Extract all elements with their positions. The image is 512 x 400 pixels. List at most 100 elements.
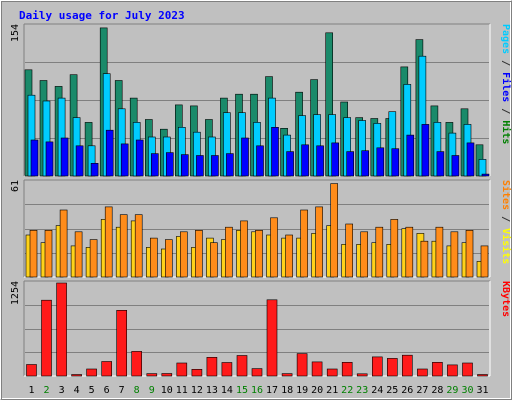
x-tick-label-30: 30 [461, 385, 473, 396]
bar-kbytes-day-12 [191, 368, 203, 377]
bar-pages-day-9 [151, 153, 159, 177]
legend-part: / [500, 210, 511, 228]
bar-pages-day-23 [361, 150, 370, 177]
bar-kbytes-day-4 [71, 374, 82, 377]
bar-sites-day-3 [59, 209, 68, 278]
bar-kbytes-day-14 [221, 362, 233, 377]
bar-kbytes-day-22 [341, 361, 353, 377]
x-tick-label-31: 31 [476, 385, 488, 396]
bar-pages-day-15 [241, 137, 249, 177]
bar-pages-day-10 [166, 152, 174, 177]
bar-kbytes-day-10 [161, 373, 173, 377]
bar-pages-day-4 [75, 145, 84, 177]
bar-kbytes-day-11 [176, 362, 188, 377]
x-tick-label-2: 2 [43, 385, 49, 396]
chart-title: Daily usage for July 2023 [19, 9, 185, 22]
bar-sites-day-20 [315, 206, 323, 278]
y-max-label: 154 [10, 24, 21, 42]
bar-kbytes-day-18 [281, 373, 293, 377]
bar-kbytes-day-13 [206, 356, 218, 377]
bar-pages-day-19 [301, 144, 309, 177]
bar-pages-day-14 [226, 153, 234, 177]
bar-sites-day-2 [44, 230, 53, 278]
x-tick-label-5: 5 [89, 385, 95, 396]
bar-sites-day-21 [330, 183, 339, 278]
bar-kbytes-day-30 [462, 362, 473, 377]
bar-sites-day-28 [435, 226, 444, 278]
bar-sites-day-15 [240, 220, 248, 278]
bar-pages-day-7 [120, 143, 129, 177]
panel-kbytes: 1254 KBytes [10, 280, 511, 377]
x-tick-label-18: 18 [281, 385, 293, 396]
x-tick-label-27: 27 [416, 385, 428, 396]
bar-kbytes-day-1 [26, 364, 37, 377]
x-tick-label-1: 1 [28, 385, 34, 396]
bar-kbytes-day-6 [101, 361, 112, 377]
bar-files-day-31 [478, 159, 487, 177]
bar-kbytes-day-29 [447, 364, 458, 377]
bar-pages-day-12 [196, 155, 204, 177]
bar-pages-day-21 [331, 142, 340, 177]
x-tick-label-29: 29 [446, 385, 458, 396]
bar-kbytes-day-2 [41, 299, 52, 377]
legend-label: Pages / Files / Hits [500, 24, 512, 144]
bar-sites-day-24 [375, 226, 384, 278]
bar-sites-day-30 [465, 230, 474, 278]
bar-kbytes-day-25 [386, 358, 398, 377]
bar-pages-day-17 [271, 127, 279, 177]
legend-part: KBytes [500, 281, 511, 317]
x-tick-label-24: 24 [371, 385, 383, 396]
bar-kbytes-day-31 [477, 374, 488, 377]
x-tick-label-8: 8 [134, 385, 140, 396]
plot-area [24, 281, 490, 376]
bar-pages-day-30 [466, 142, 475, 177]
bar-kbytes-day-27 [417, 368, 428, 377]
legend-part: / [500, 54, 511, 72]
legend-part: Pages [500, 24, 511, 54]
bar-pages-day-24 [376, 147, 385, 177]
bar-kbytes-day-20 [311, 361, 323, 377]
x-tick-label-7: 7 [119, 385, 125, 396]
x-tick-label-12: 12 [191, 385, 203, 396]
x-tick-label-19: 19 [296, 385, 308, 396]
bar-sites-day-10 [165, 239, 173, 278]
bar-kbytes-day-8 [131, 351, 142, 377]
legend-label: KBytes [500, 281, 511, 317]
bar-pages-day-5 [90, 163, 99, 177]
bar-sites-day-8 [134, 214, 143, 278]
y-max-label: 61 [10, 180, 21, 192]
bar-pages-day-27 [421, 124, 430, 177]
x-tick-label-17: 17 [266, 385, 278, 396]
bar-kbytes-day-7 [116, 309, 127, 377]
legend-part: Hits [500, 120, 512, 144]
x-tick-label-15: 15 [236, 385, 248, 396]
x-tick-label-10: 10 [161, 385, 173, 396]
bar-sites-day-13 [210, 242, 218, 278]
bar-kbytes-day-9 [146, 373, 158, 377]
bar-pages-day-28 [436, 151, 445, 177]
bar-sites-day-16 [255, 230, 263, 278]
bar-pages-day-22 [346, 151, 355, 177]
bar-sites-day-1 [29, 230, 38, 278]
x-tick-label-9: 9 [149, 385, 155, 396]
bar-kbytes-day-19 [296, 353, 308, 377]
bar-sites-day-18 [285, 234, 293, 278]
panel-hits-files-pages: 154 Pages / Files / Hits [10, 23, 512, 177]
x-tick-label-26: 26 [401, 385, 413, 396]
x-tick-label-23: 23 [356, 385, 368, 396]
bar-pages-day-11 [181, 154, 189, 177]
x-tick-label-6: 6 [104, 385, 110, 396]
bar-pages-day-8 [135, 139, 144, 177]
x-tick-label-20: 20 [311, 385, 323, 396]
bar-kbytes-day-5 [86, 368, 97, 377]
bar-sites-day-4 [74, 231, 83, 278]
x-tick-label-14: 14 [221, 385, 233, 396]
bar-pages-day-6 [105, 129, 114, 177]
x-tick-label-16: 16 [251, 385, 263, 396]
bar-kbytes-day-23 [356, 373, 368, 377]
bar-kbytes-day-26 [401, 354, 413, 377]
bar-sites-day-11 [180, 231, 188, 278]
bar-sites-day-31 [480, 245, 489, 278]
